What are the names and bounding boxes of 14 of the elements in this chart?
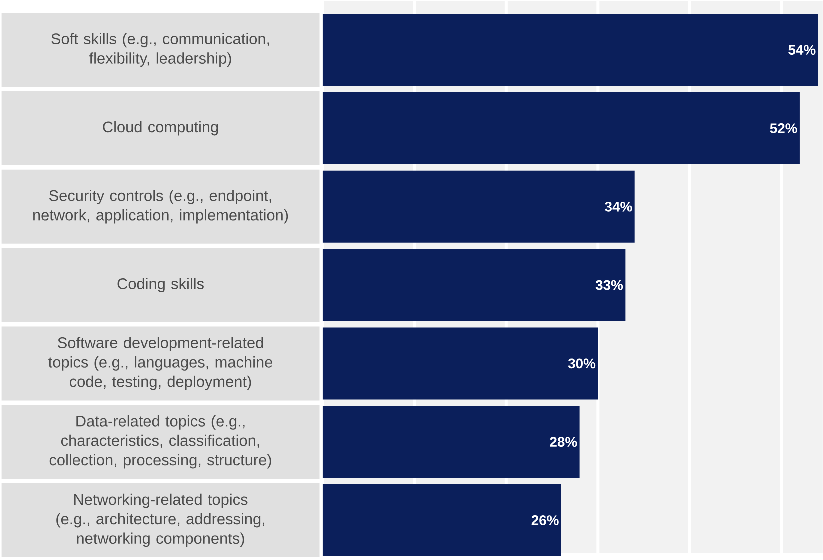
data-label: 26% [532,515,559,526]
data-label: 30% [568,358,596,369]
data-label: 28% [550,437,578,447]
data-label: 52% [770,123,798,134]
y-tick-label: Data-related topics (e.g., characteristics, classification, collection, processing, structure) [50,415,272,469]
data-label: 33% [596,280,624,290]
y-tick-label: Cloud computing [103,121,218,136]
y-tick-label: Security controls (e.g., endpoint, network, application, implementation) [34,190,288,224]
y-tick-label: Software development-related topics (e.g., languages, machine code, testing, deployment) [48,336,272,390]
y-tick-label: Networking-related topics (e.g., architecture, addressing, networking components) [56,494,264,547]
data-label: 34% [605,202,632,212]
data-label: 54% [788,45,816,55]
y-tick-label: Soft skills (e.g., communication, flexibility, leadership) [52,33,270,67]
y-tick-label: Coding skills [118,278,204,292]
